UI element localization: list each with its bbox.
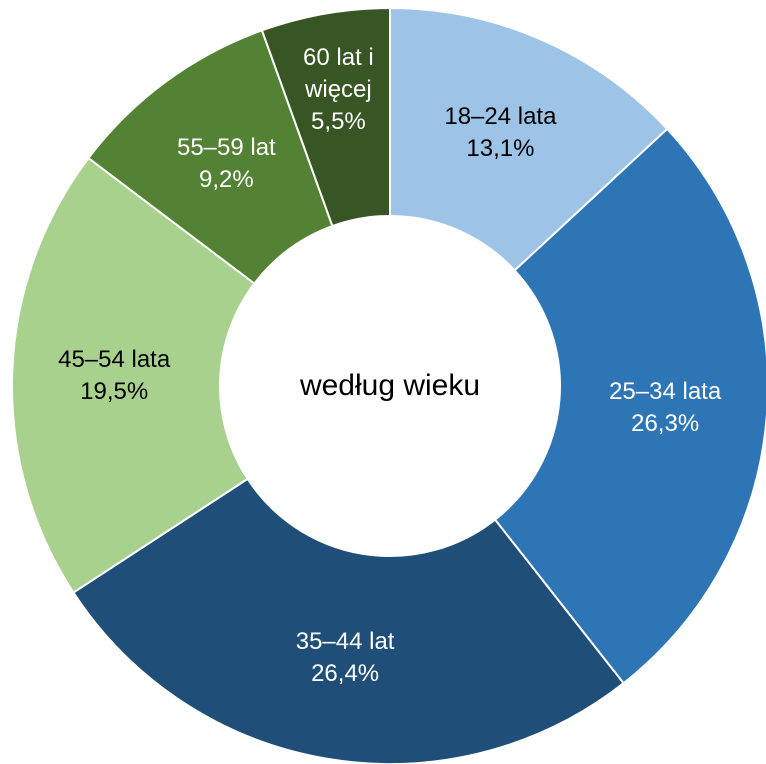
value-label: 26,3% <box>631 409 700 437</box>
slice-label: 55–59 lat 9,2% <box>126 132 326 196</box>
slice-label: 45–54 lata 19,5% <box>14 344 214 408</box>
slice-label: 60 lat i więcej 5,5% <box>293 42 383 138</box>
value-label: 5,5% <box>311 108 366 136</box>
category-label: 18–24 lata <box>444 103 557 131</box>
category-label: 45–54 lata <box>58 346 171 374</box>
value-label: 19,5% <box>80 378 149 406</box>
category-label: 25–34 lata <box>609 377 722 405</box>
value-label: 9,2% <box>199 165 254 193</box>
category-label: 60 lat i więcej <box>303 44 374 104</box>
slice <box>11 156 256 594</box>
value-label: 13,1% <box>466 135 535 163</box>
slice <box>72 477 625 764</box>
slice <box>389 6 669 272</box>
category-label: 55–59 lat <box>176 133 276 161</box>
category-label: 35–44 lat <box>295 628 395 656</box>
slice <box>493 127 766 685</box>
slice-label: 25–34 lata 26,3% <box>565 376 765 440</box>
center-label: według wieku <box>299 369 481 402</box>
slice-label: 18–24 lata 13,1% <box>400 101 600 165</box>
value-label: 26,4% <box>311 660 380 688</box>
slice <box>260 6 391 228</box>
slice-label: 35–44 lat 26,4% <box>245 626 445 690</box>
